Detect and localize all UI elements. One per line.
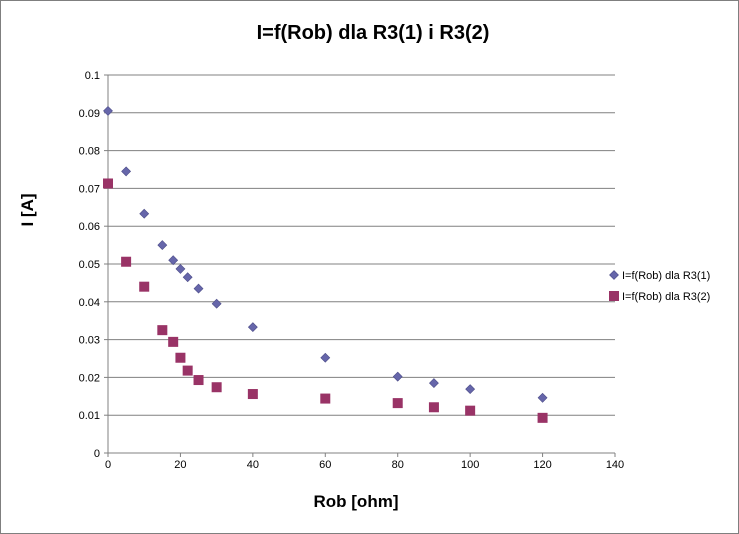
y-tick-label: 0.02 (79, 372, 100, 384)
x-tick-label: 100 (461, 459, 479, 471)
x-tick-label: 20 (174, 459, 186, 471)
series-2-point (182, 365, 193, 376)
series-2-point (320, 393, 331, 404)
series-1-point (139, 208, 150, 219)
y-axis-label: I [A] (18, 193, 37, 226)
series-2-point (392, 398, 403, 409)
chart-title: I=f(Rob) dla R3(1) i R3(2) (257, 22, 490, 44)
legend-marker-2 (609, 291, 619, 301)
series-2-point (121, 256, 132, 267)
series-1-point (175, 263, 186, 274)
series-2-point (537, 412, 548, 423)
x-tick-label: 140 (606, 459, 624, 471)
series-1-point (465, 384, 476, 395)
y-tick-label: 0 (94, 448, 100, 460)
series-2-point (103, 178, 113, 189)
series-1-point (247, 322, 258, 333)
series-2-point (175, 352, 186, 363)
legend-label-1: I=f(Rob) dla R3(1) (622, 270, 710, 282)
series-1-point (193, 283, 204, 294)
series-1-point (121, 166, 132, 177)
y-tick-label: 0.01 (79, 410, 100, 422)
series-2-point (465, 405, 476, 416)
x-tick-label: 0 (105, 459, 111, 471)
x-tick-label: 40 (247, 459, 259, 471)
y-tick-label: 0.07 (79, 183, 100, 195)
series-2-point (168, 336, 179, 347)
series-2-point (157, 325, 168, 336)
series-1-point (211, 298, 222, 309)
y-tick-label: 0.06 (79, 221, 100, 233)
series-1-point (392, 371, 403, 382)
x-tick-label: 80 (392, 459, 404, 471)
data-points (103, 105, 548, 423)
series-2-point (211, 382, 222, 393)
series-1-point (429, 378, 439, 388)
x-tick-label: 60 (319, 459, 331, 471)
legend-marker-1 (609, 270, 619, 280)
series-1-point (537, 392, 548, 403)
axes (104, 74, 616, 457)
y-tick-labels: 0 0.01 0.02 0.03 0.04 0.05 0.06 0.07 0.08 0.09 0.1 (79, 70, 100, 460)
series-1-point (157, 240, 168, 251)
x-tick-labels: 0 20 40 60 80 100 120 140 (105, 459, 624, 471)
y-tick-label: 0.03 (79, 335, 100, 347)
y-tick-label: 0.04 (79, 297, 100, 309)
y-tick-label: 0.09 (79, 108, 100, 120)
y-tick-label: 0.08 (79, 146, 100, 158)
legend: I=f(Rob) dla R3(1) I=f(Rob) dla R3(2) (609, 270, 710, 303)
series-2-point (139, 281, 150, 292)
legend-label-2: I=f(Rob) dla R3(2) (622, 291, 710, 303)
x-axis-label: Rob [ohm] (314, 492, 399, 511)
gridlines (108, 74, 615, 416)
series-1-point (103, 105, 113, 116)
series-2-point (428, 402, 439, 413)
y-tick-label: 0.05 (79, 259, 100, 271)
series-1-point (182, 272, 193, 283)
series-1-point (320, 352, 331, 363)
x-tick-label: 120 (533, 459, 551, 471)
y-tick-label: 0.1 (85, 70, 100, 82)
series-1-point (168, 255, 179, 266)
series-2-point (247, 389, 258, 400)
series-2-point (193, 375, 204, 386)
